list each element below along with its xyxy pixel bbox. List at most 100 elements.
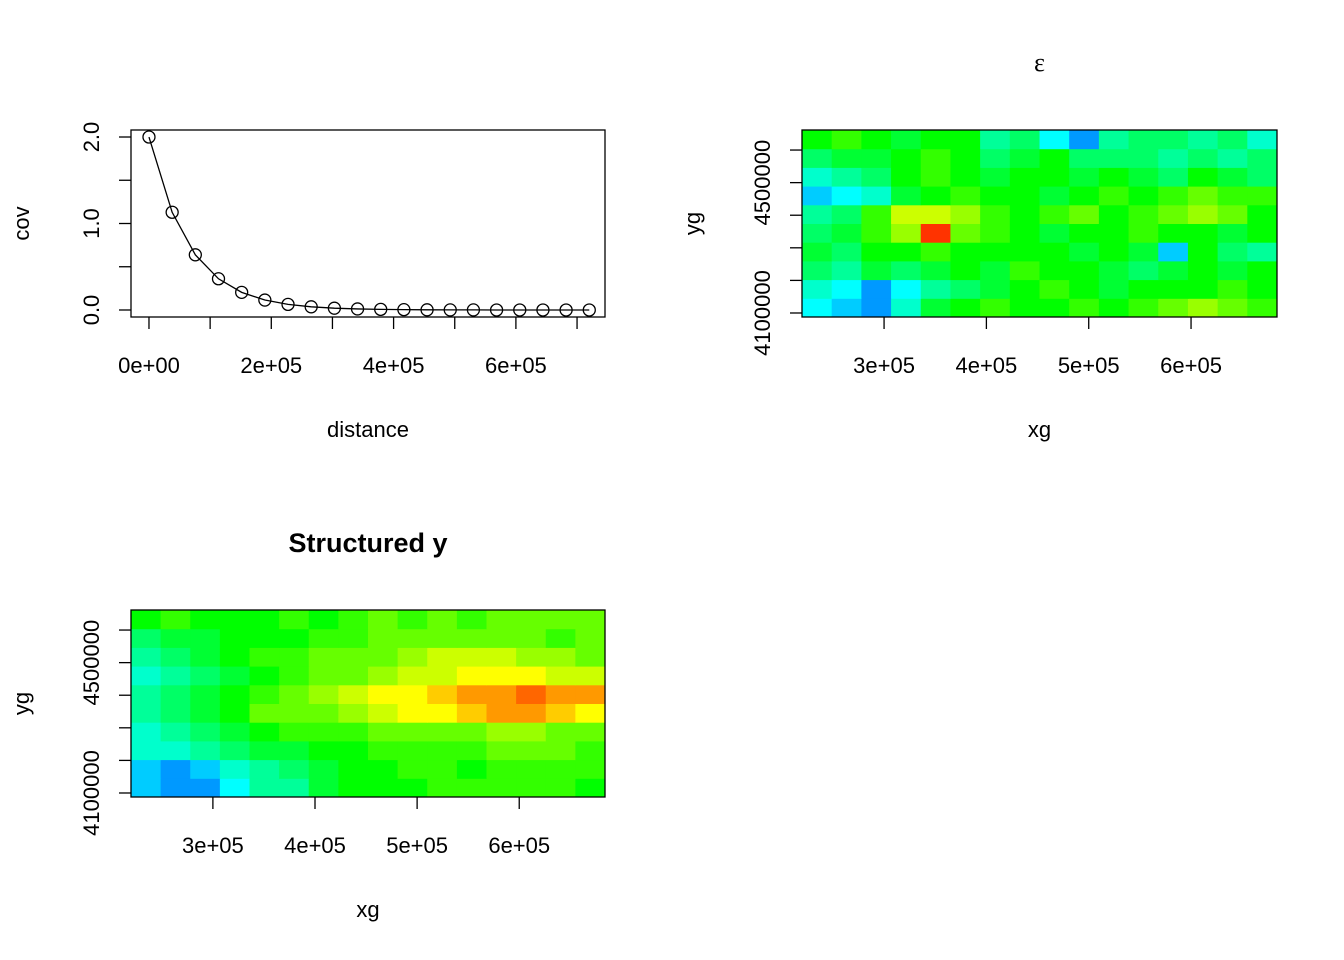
heatmap-cell xyxy=(160,759,191,779)
heatmap-cell xyxy=(950,223,981,243)
heatmap-cell xyxy=(219,628,250,648)
heatmap-cell xyxy=(397,666,428,686)
heatmap-cell xyxy=(1009,167,1040,187)
heatmap-cell xyxy=(1247,204,1278,224)
heatmap-cell xyxy=(1009,130,1040,150)
heatmap-cell xyxy=(920,167,951,187)
heatmap-cell xyxy=(1009,242,1040,262)
heatmap-cell xyxy=(831,204,862,224)
heatmap-cell xyxy=(575,759,606,779)
heatmap-cell xyxy=(1009,260,1040,281)
heatmap-cell xyxy=(1158,130,1189,150)
y-tick-label: 4100000 xyxy=(79,750,104,836)
y-tick-label: 1.0 xyxy=(79,208,104,239)
heatmap-cell xyxy=(397,740,428,761)
heatmap-cell xyxy=(338,666,369,686)
heatmap-cell xyxy=(338,778,369,798)
heatmap-cell xyxy=(802,148,833,168)
heatmap-cell xyxy=(980,298,1011,318)
heatmap-cell xyxy=(249,740,280,761)
heatmap-cell xyxy=(545,666,576,686)
heatmap-cell xyxy=(1098,242,1130,262)
heatmap-cell xyxy=(1187,279,1219,299)
heatmap-cell xyxy=(980,223,1011,243)
heatmap-cell xyxy=(1217,279,1248,299)
heatmap-cell xyxy=(1098,204,1130,224)
heatmap-cell xyxy=(1069,186,1100,206)
heatmap-cell xyxy=(920,204,951,224)
heatmap-cell xyxy=(1128,298,1159,318)
heatmap-cell xyxy=(249,778,280,798)
heatmap-cell xyxy=(831,130,862,150)
heatmap-cell xyxy=(190,778,221,798)
heatmap-cell xyxy=(427,684,458,704)
heatmap-cell xyxy=(1128,223,1159,243)
heatmap-cell xyxy=(950,148,981,168)
heatmap-cell xyxy=(308,778,339,798)
heatmap-cell xyxy=(219,722,250,742)
heatmap-cell xyxy=(190,722,221,742)
heatmap-cell xyxy=(427,759,458,779)
heatmap-cell xyxy=(131,778,162,798)
heatmap-cell xyxy=(368,647,399,667)
x-tick-label: 2e+05 xyxy=(240,353,302,378)
x-tick-label: 4e+05 xyxy=(284,833,346,858)
heatmap-cell xyxy=(219,666,250,686)
heatmap-cell xyxy=(516,722,547,742)
heatmap-cell xyxy=(980,130,1011,150)
heatmap-cell xyxy=(368,740,399,761)
heatmap-cell xyxy=(861,223,892,243)
heatmap-cell xyxy=(486,647,517,667)
heatmap-cell xyxy=(397,759,428,779)
heatmap-cell xyxy=(1039,260,1070,281)
heatmap-cell xyxy=(516,778,547,798)
heatmap-cell xyxy=(308,666,339,686)
heatmap-cell xyxy=(891,260,922,281)
heatmap-cell xyxy=(160,778,191,798)
heatmap-cell xyxy=(1039,167,1070,187)
heatmap-cell xyxy=(1187,167,1219,187)
heatmap-cell xyxy=(802,260,833,281)
heatmap-cell xyxy=(920,186,951,206)
point xyxy=(420,303,434,317)
heatmap-cell xyxy=(308,722,339,742)
heatmap-cell xyxy=(545,778,576,798)
x-tick-label: 4e+05 xyxy=(955,353,1017,378)
heatmap-cell xyxy=(891,167,922,187)
heatmap-cell xyxy=(249,647,280,667)
heatmap-cell xyxy=(575,647,606,667)
heatmap-cell xyxy=(456,778,487,798)
heatmap-cell xyxy=(368,722,399,742)
heatmap-cell xyxy=(545,722,576,742)
heatmap-cell xyxy=(486,610,517,630)
heatmap-cell xyxy=(1187,298,1219,318)
heatmap-cell xyxy=(279,666,310,686)
point xyxy=(466,303,481,317)
heatmap-cell xyxy=(397,647,428,667)
heatmap-cell xyxy=(950,186,981,206)
heatmap-cell xyxy=(1158,260,1189,281)
heatmap-cell xyxy=(1098,279,1130,299)
heatmap-cell xyxy=(1187,242,1219,262)
point xyxy=(235,285,249,299)
point xyxy=(304,300,318,314)
heatmap-cell xyxy=(980,242,1011,262)
heatmap-cell xyxy=(575,740,606,761)
heatmap-cell xyxy=(1009,204,1040,224)
heatmap-cell xyxy=(1158,279,1189,299)
heatmap-cell xyxy=(861,130,892,150)
heatmap-cell xyxy=(249,628,280,648)
heatmap-cell xyxy=(338,722,369,742)
chart-title: Structured y xyxy=(288,528,447,558)
heatmap-cell xyxy=(160,703,191,723)
heatmap-cell xyxy=(1098,167,1130,187)
heatmap-cell xyxy=(545,684,576,704)
heatmap-cell xyxy=(456,722,487,742)
heatmap-cell xyxy=(249,666,280,686)
heatmap-cell xyxy=(861,279,892,299)
heatmap-cell xyxy=(456,647,487,667)
heatmap-cell xyxy=(427,722,458,742)
heatmap-cell xyxy=(427,740,458,761)
heatmap-cell xyxy=(575,703,606,723)
point xyxy=(513,303,527,317)
